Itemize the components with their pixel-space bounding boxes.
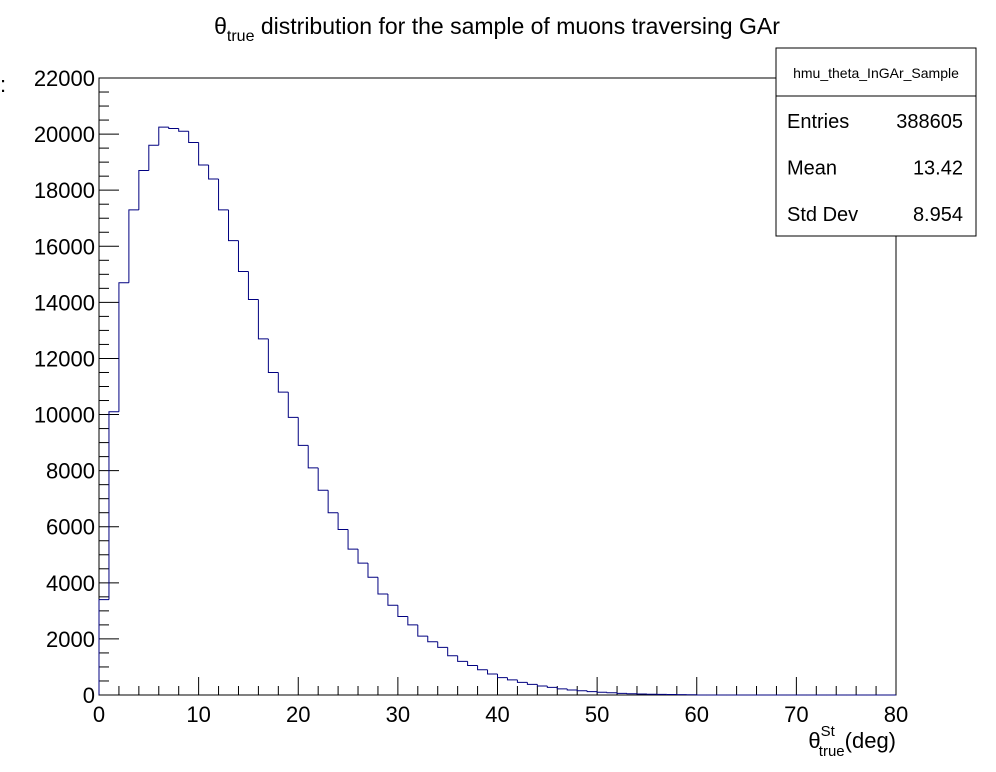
histogram-bin	[297, 417, 309, 446]
y-tick-label: 6000	[46, 515, 95, 540]
histogram-bin	[487, 669, 498, 675]
x-tick-label: 20	[286, 702, 310, 727]
histogram-bin	[437, 641, 448, 648]
y-tick-label: 2000	[46, 627, 95, 652]
stats-value: 13.42	[913, 158, 963, 180]
histogram-bin	[427, 636, 438, 643]
stats-label: Mean	[787, 158, 837, 180]
x-tick-label: 40	[485, 702, 509, 727]
histogram-bin	[596, 691, 608, 693]
histogram-bin	[377, 577, 388, 595]
y-tick-label: 4000	[46, 571, 95, 596]
histogram-bin	[397, 605, 408, 617]
histogram-bin	[237, 240, 249, 273]
histogram-bin	[566, 688, 578, 691]
y-label: :	[0, 72, 6, 97]
histogram-bin	[317, 467, 329, 491]
histogram-bin	[367, 563, 378, 578]
histogram-bin	[526, 682, 538, 685]
histogram-bin	[477, 665, 488, 671]
histogram-bin	[327, 490, 339, 514]
y-tick-label: 16000	[34, 234, 95, 259]
stats-box: hmu_theta_InGAr_Sample Entries 388605 Mean…	[775, 47, 977, 237]
stats-label: Std Dev	[787, 204, 858, 226]
histogram-bin	[198, 142, 209, 166]
histogram-bin	[158, 126, 169, 146]
stats-value: 8.954	[913, 204, 963, 226]
histogram-bin	[417, 624, 428, 637]
histogram-bin	[257, 299, 269, 340]
histogram-bin	[138, 170, 149, 210]
stats-label: Entries	[787, 111, 849, 133]
y-tick-label: 12000	[34, 346, 95, 371]
stats-value: 388605	[896, 111, 963, 133]
stats-frame	[775, 47, 977, 237]
x-label-symbol: θ	[808, 728, 820, 753]
histogram-bin	[218, 178, 229, 211]
histogram-bin	[108, 411, 119, 600]
histogram-bin	[616, 692, 628, 694]
histogram-bin	[277, 372, 289, 393]
histogram-bin	[178, 128, 189, 132]
y-tick-label: 14000	[34, 290, 95, 315]
histogram-bin	[497, 673, 508, 679]
histogram-bin	[287, 392, 299, 418]
title-subscript: true	[227, 28, 255, 45]
y-tick-label: 0	[83, 683, 95, 708]
histogram-bin	[387, 594, 398, 606]
histogram-bin	[457, 655, 468, 662]
histogram-bin	[307, 445, 319, 469]
histogram-bin	[247, 271, 259, 301]
histogram-bin	[586, 690, 598, 693]
histogram-bin	[357, 549, 368, 564]
histogram-bin	[228, 209, 239, 242]
histogram-bin	[546, 686, 558, 688]
histogram-bin	[188, 131, 199, 144]
histogram-bin	[536, 684, 548, 687]
chart-title: θtrue distribution for the sample of muo…	[214, 13, 780, 45]
title-symbol: θ	[214, 13, 227, 39]
x-label-text: (deg)	[845, 728, 896, 753]
histogram-bin	[556, 687, 568, 690]
histogram-bin	[516, 679, 528, 683]
title-text: distribution for the sample of muons tra…	[254, 13, 780, 39]
y-tick-label: 20000	[34, 122, 95, 147]
y-tick-label: 8000	[46, 459, 95, 484]
x-tick-label: 10	[186, 702, 210, 727]
x-tick-label: 70	[784, 702, 808, 727]
histogram-bin	[128, 209, 139, 283]
histogram-bin	[98, 599, 109, 695]
histogram-bin	[467, 661, 478, 667]
histogram-bin	[337, 512, 349, 531]
histogram-bin	[118, 282, 129, 412]
x-label: θSt true(deg)	[808, 723, 896, 760]
y-tick-label: 18000	[34, 178, 95, 203]
histogram-bin	[606, 692, 618, 694]
y-tick-label: 10000	[34, 403, 95, 428]
histogram-bin	[407, 616, 418, 626]
y-tick-label: 22000	[34, 66, 95, 91]
x-tick-label: 80	[884, 702, 908, 727]
histogram-bin	[576, 689, 588, 692]
histogram-bin	[208, 164, 219, 180]
histogram-bin	[506, 677, 518, 681]
histogram-bin	[447, 647, 458, 657]
histogram-bin	[168, 127, 179, 129]
x-tick-label: 50	[585, 702, 609, 727]
stats-name: hmu_theta_InGAr_Sample	[793, 65, 959, 81]
x-tick-label: 0	[93, 702, 105, 727]
x-tick-label: 60	[685, 702, 709, 727]
histogram-bin	[148, 144, 159, 171]
x-tick-label: 30	[386, 702, 410, 727]
histogram-bin	[347, 529, 359, 550]
x-label-subscript: true	[819, 743, 845, 760]
x-label-superscript: St	[821, 723, 836, 740]
histogram-bin	[267, 338, 279, 373]
